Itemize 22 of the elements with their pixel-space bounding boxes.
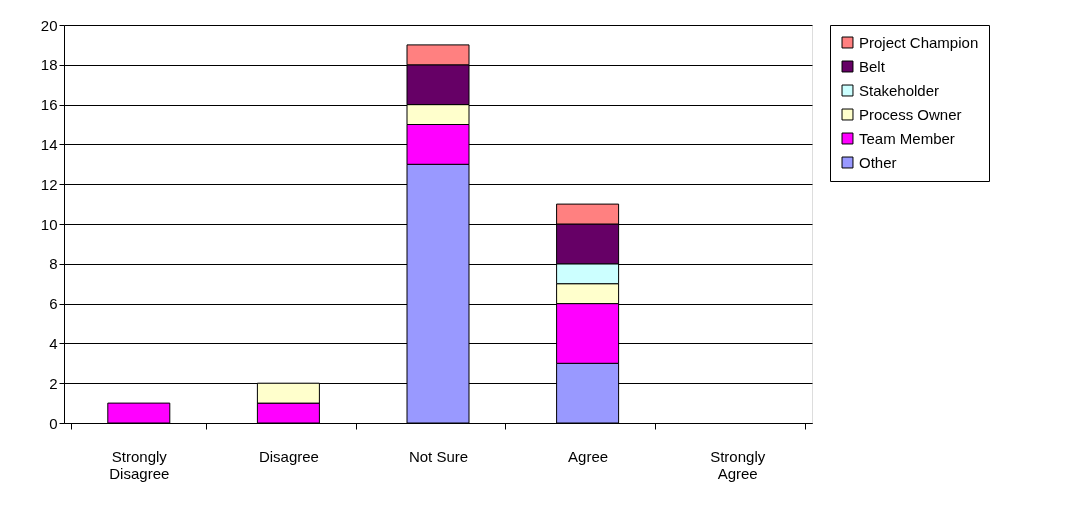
legend-label: Process Owner — [859, 105, 962, 123]
y-tick-label: 6 — [49, 295, 58, 313]
y-tick-label: 10 — [40, 215, 58, 233]
legend-label: Belt — [859, 57, 886, 75]
y-tick-label: 14 — [40, 135, 58, 153]
legend-label: Other — [859, 153, 897, 171]
y-tick-label: 18 — [40, 56, 58, 74]
x-tick-label: Disagree — [258, 447, 319, 465]
y-tick-label: 12 — [40, 175, 58, 193]
legend-label: Project Champion — [859, 33, 979, 51]
x-tick-label: Strongly Agree — [710, 447, 766, 482]
y-tick-label: 8 — [49, 255, 58, 273]
legend-label: Team Member — [859, 129, 955, 147]
legend-label: Stakeholder — [859, 81, 940, 99]
y-tick-label: 20 — [40, 16, 58, 34]
y-tick-label: 4 — [49, 334, 58, 352]
x-tick-label: Strongly Disagree — [109, 447, 170, 482]
y-tick-label: 0 — [49, 414, 58, 432]
x-tick-label: Agree — [568, 447, 609, 465]
x-tick-label: Not Sure — [408, 447, 469, 465]
y-tick-label: 16 — [40, 96, 58, 114]
y-tick-label: 2 — [49, 374, 58, 392]
